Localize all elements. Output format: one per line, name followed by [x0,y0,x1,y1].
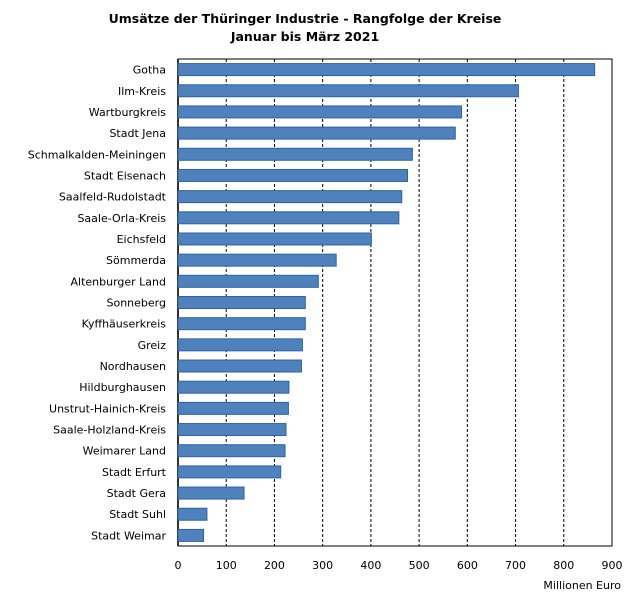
x-tick-label: 200 [264,559,285,572]
bar [177,401,289,415]
category-label: Unstrut-Hainich-Kreis [49,402,166,415]
category-label: Saale-Holzland-Kreis [53,424,166,437]
bar [177,423,287,437]
x-tick-label: 600 [457,559,478,572]
bar [177,444,286,458]
bar [177,465,282,479]
bar [177,105,463,119]
bar [177,190,403,204]
category-label: Nordhausen [100,360,166,373]
category-label: Altenburger Land [70,275,166,288]
category-label: Eichsfeld [117,233,166,246]
category-label: Sonneberg [107,297,167,310]
x-tick-label: 300 [312,559,333,572]
category-label: Gotha [133,64,166,77]
chart-subtitle: Januar bis März 2021 [230,29,379,44]
bar [177,211,400,225]
x-tick-label: 100 [216,559,237,572]
category-label: Stadt Gera [107,487,166,500]
bar [177,507,208,521]
category-label: Greiz [138,339,167,352]
category-label: Stadt Jena [109,127,166,140]
x-tick-label: 500 [409,559,430,572]
bar [177,338,303,352]
chart-title: Umsätze der Thüringer Industrie - Rangfo… [109,11,502,26]
category-label: Stadt Weimar [91,529,166,542]
category-label: Weimarer Land [83,445,166,458]
bar [177,168,409,182]
bar [177,232,372,246]
category-label: Wartburgkreis [89,106,166,119]
bar [177,359,302,373]
bar [177,296,306,309]
category-label: Saale-Orla-Kreis [77,212,166,225]
category-label: Saalfeld-Rudolstadt [59,191,167,204]
x-tick-label: 900 [602,559,623,572]
category-label: Sömmerda [106,254,166,267]
bar [177,274,319,288]
category-label: Kyffhäuserkreis [82,318,167,331]
bar [177,126,456,140]
category-label: Hildburghausen [79,381,166,394]
bar [177,380,290,394]
bar [177,63,596,77]
x-tick-label: 0 [175,559,182,572]
bar [177,528,205,542]
x-axis-label: Millionen Euro [543,579,621,592]
x-tick-label: 800 [553,559,574,572]
x-tick-label: 400 [360,559,381,572]
bar [177,317,306,331]
bar [177,147,413,161]
x-tick-label: 700 [505,559,526,572]
bar [177,486,245,500]
category-label: Ilm-Kreis [118,85,166,98]
category-label: Stadt Eisenach [84,169,166,182]
bar [177,84,519,98]
category-label: Schmalkalden-Meiningen [28,148,166,161]
category-label: Stadt Erfurt [102,466,167,479]
category-label: Stadt Suhl [109,508,166,521]
bar [177,253,337,267]
